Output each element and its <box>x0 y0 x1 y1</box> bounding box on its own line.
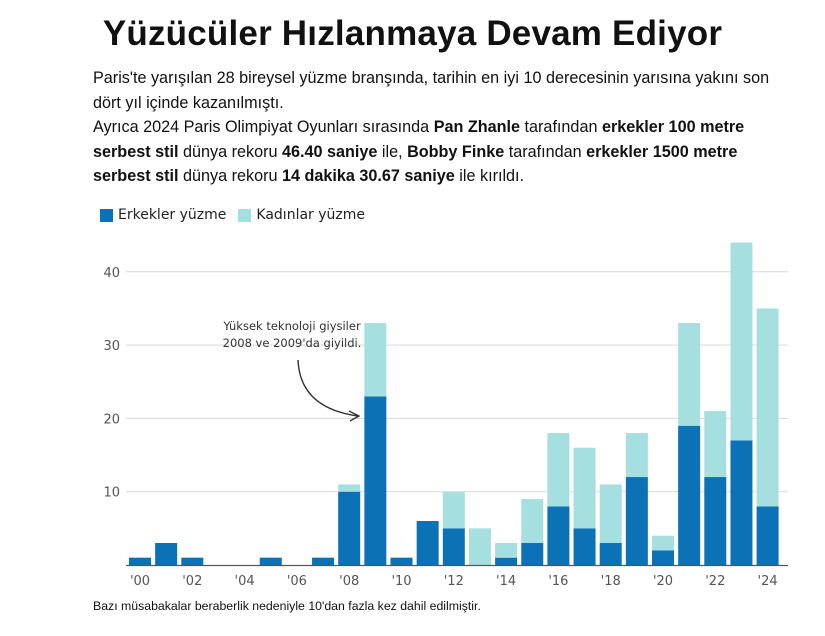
legend-swatch-women <box>238 208 252 222</box>
bar-men-2023 <box>730 440 753 565</box>
bar-men-2002 <box>181 557 204 565</box>
bar-men-2012 <box>442 528 465 565</box>
intro-text-run: tarafından <box>520 118 602 136</box>
bar-men-2015 <box>521 543 544 565</box>
legend-swatch-men <box>100 208 113 222</box>
x-tick-label: '18 <box>601 574 621 589</box>
grid-layer <box>126 271 788 493</box>
bar-women-2019 <box>625 433 648 478</box>
bar-women-2013 <box>468 528 491 565</box>
event-men-100-free: erkekler 100 metre serbest stil <box>93 118 745 161</box>
bar-men-2020 <box>652 550 674 565</box>
x-tick-label: '00 <box>130 574 150 589</box>
bar-women-2020 <box>652 535 674 551</box>
bar-women-2021 <box>678 323 701 426</box>
bar-women-2012 <box>442 491 465 529</box>
bar-women-2024 <box>756 308 779 507</box>
chart-legend: Erkekler yüzme Kadınlar yüzme <box>100 207 377 223</box>
legend-label-women: Kadınlar yüzme <box>256 207 366 223</box>
intro-text-run: tarafından <box>504 142 587 161</box>
bar-women-2018 <box>599 484 622 544</box>
x-tick-label: '22 <box>705 574 725 589</box>
y-tick-label: 40 <box>103 266 120 281</box>
annotation-arrow <box>297 359 359 417</box>
bar-men-2018 <box>599 543 622 565</box>
bar-women-2008 <box>338 484 361 492</box>
bar-men-2022 <box>704 477 727 565</box>
record-time-100-free: 46.40 saniye <box>281 142 378 161</box>
record-time-1500-free: 14 dakika 30.67 saniye <box>281 167 455 185</box>
bar-men-2007 <box>312 557 335 565</box>
legend-item-men: Erkekler yüzme <box>100 207 226 223</box>
bar-men-2024 <box>756 506 779 565</box>
page-title: Yüzücüler Hızlanmaya Devam Ediyor <box>102 14 723 53</box>
bar-women-2017 <box>573 447 596 529</box>
swimmer-name-pan-zhanle: Pan Zhanle <box>433 118 521 136</box>
bar-men-2016 <box>547 506 570 565</box>
bar-chart: 10 20 30 40 '00 '02 '04 '06 '08 '10 '12 '14 '16 '18 '2… <box>103 242 788 589</box>
y-tick-label: 20 <box>103 412 120 427</box>
x-tick-label: '20 <box>653 574 673 589</box>
x-tick-label: '08 <box>339 574 359 589</box>
intro-text-run: Ayrıca 2024 Paris Olimpiyat Oyunları sır… <box>93 118 434 136</box>
bar-women-2016 <box>547 433 570 507</box>
bar-men-2009 <box>364 396 387 565</box>
x-tick-label: '02 <box>182 574 202 589</box>
swimmer-name-bobby-finke: Bobby Finke <box>407 142 505 161</box>
x-tick-label: '14 <box>496 574 516 589</box>
event-men-1500-free: erkekler 1500 metre serbest stil <box>93 142 738 186</box>
annotation-line-2: 2008 ve 2009'da giyildi. <box>222 336 362 350</box>
annotation-arrowhead <box>348 410 361 422</box>
bar-men-2021 <box>678 425 701 565</box>
bar-men-2011 <box>416 521 439 565</box>
x-tick-label: '24 <box>758 574 778 589</box>
bar-women-2023 <box>730 242 753 441</box>
bar-men-2005 <box>259 557 282 565</box>
x-tick-label: '12 <box>444 574 464 589</box>
x-tick-label: '10 <box>391 574 411 589</box>
intro-paragraph-2: Ayrıca 2024 Paris Olimpiyat Oyunları sır… <box>93 115 783 189</box>
x-tick-label: '16 <box>548 574 568 589</box>
bar-men-2008 <box>338 491 361 565</box>
intro-text-run: dünya rekoru <box>178 142 282 161</box>
bar-men-2019 <box>625 477 648 565</box>
bar-women-2022 <box>704 411 727 478</box>
bar-men-2001 <box>155 543 178 565</box>
chart-annotation: Yüksek teknoloji giysiler 2008 ve 2009'd… <box>212 318 372 352</box>
bar-layer <box>129 242 779 565</box>
bar-men-2000 <box>129 557 151 565</box>
bar-men-2014 <box>495 557 518 565</box>
intro-paragraph-1: Paris'te yarışılan 28 bireysel yüzme bra… <box>93 69 770 112</box>
annotation-line-1: Yüksek teknoloji giysiler <box>223 319 361 333</box>
bar-men-2017 <box>573 528 596 565</box>
intro-text-run: dünya rekoru <box>178 167 282 185</box>
bar-men-2010 <box>390 557 413 565</box>
bar-women-2014 <box>495 543 518 558</box>
footnote: Bazı müsabakalar beraberlik nedeniyle 10… <box>93 599 481 613</box>
x-tick-label: '04 <box>235 574 255 589</box>
intro-text-run: ile kırıldı. <box>454 167 525 185</box>
bar-women-2015 <box>521 499 544 544</box>
y-tick-label: 30 <box>103 339 120 354</box>
intro-text: Paris'te yarışılan 28 bireysel yüzme bra… <box>93 66 783 189</box>
legend-item-women: Kadınlar yüzme <box>238 207 365 223</box>
axis-layer: 10 20 30 40 '00 '02 '04 '06 '08 '10 '12 '14 '16 '18 '2… <box>103 266 788 589</box>
intro-text-run: ile, <box>377 142 408 161</box>
bar-women-2009 <box>364 323 387 397</box>
annotation-layer <box>297 359 361 422</box>
legend-label-men: Erkekler yüzme <box>118 207 227 223</box>
y-tick-label: 10 <box>103 486 120 501</box>
x-tick-label: '06 <box>287 574 307 589</box>
